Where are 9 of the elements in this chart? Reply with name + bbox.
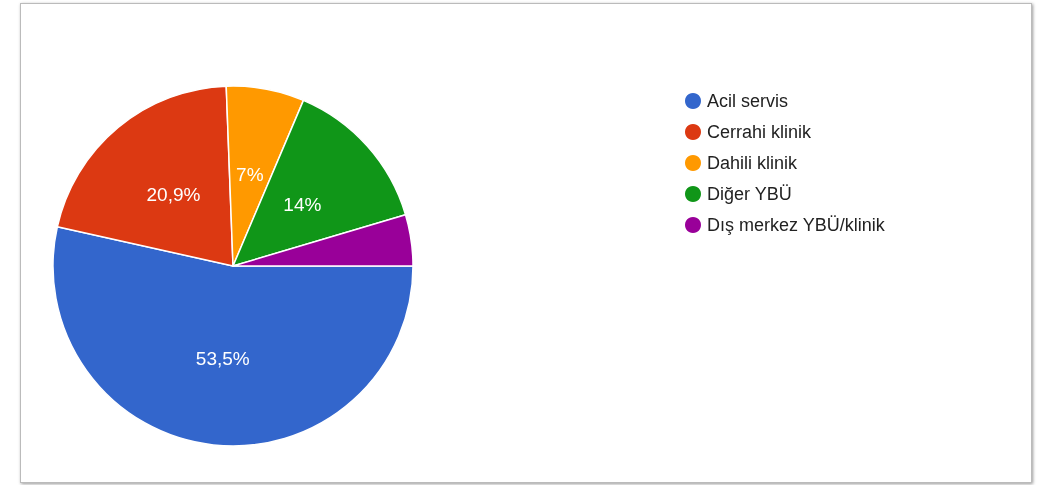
data-label: 20,9%	[146, 184, 201, 206]
legend-label: Diğer YBÜ	[707, 184, 792, 204]
data-label: 14%	[283, 193, 322, 215]
legend-label: Dış merkez YBÜ/klinik	[707, 215, 886, 235]
legend-label: Cerrahi klinik	[707, 122, 813, 142]
data-label: 7%	[236, 164, 264, 186]
legend-label: Dahili klinik	[707, 153, 799, 173]
data-label: 53,5%	[195, 347, 250, 369]
legend-label: Acil servis	[707, 91, 789, 111]
